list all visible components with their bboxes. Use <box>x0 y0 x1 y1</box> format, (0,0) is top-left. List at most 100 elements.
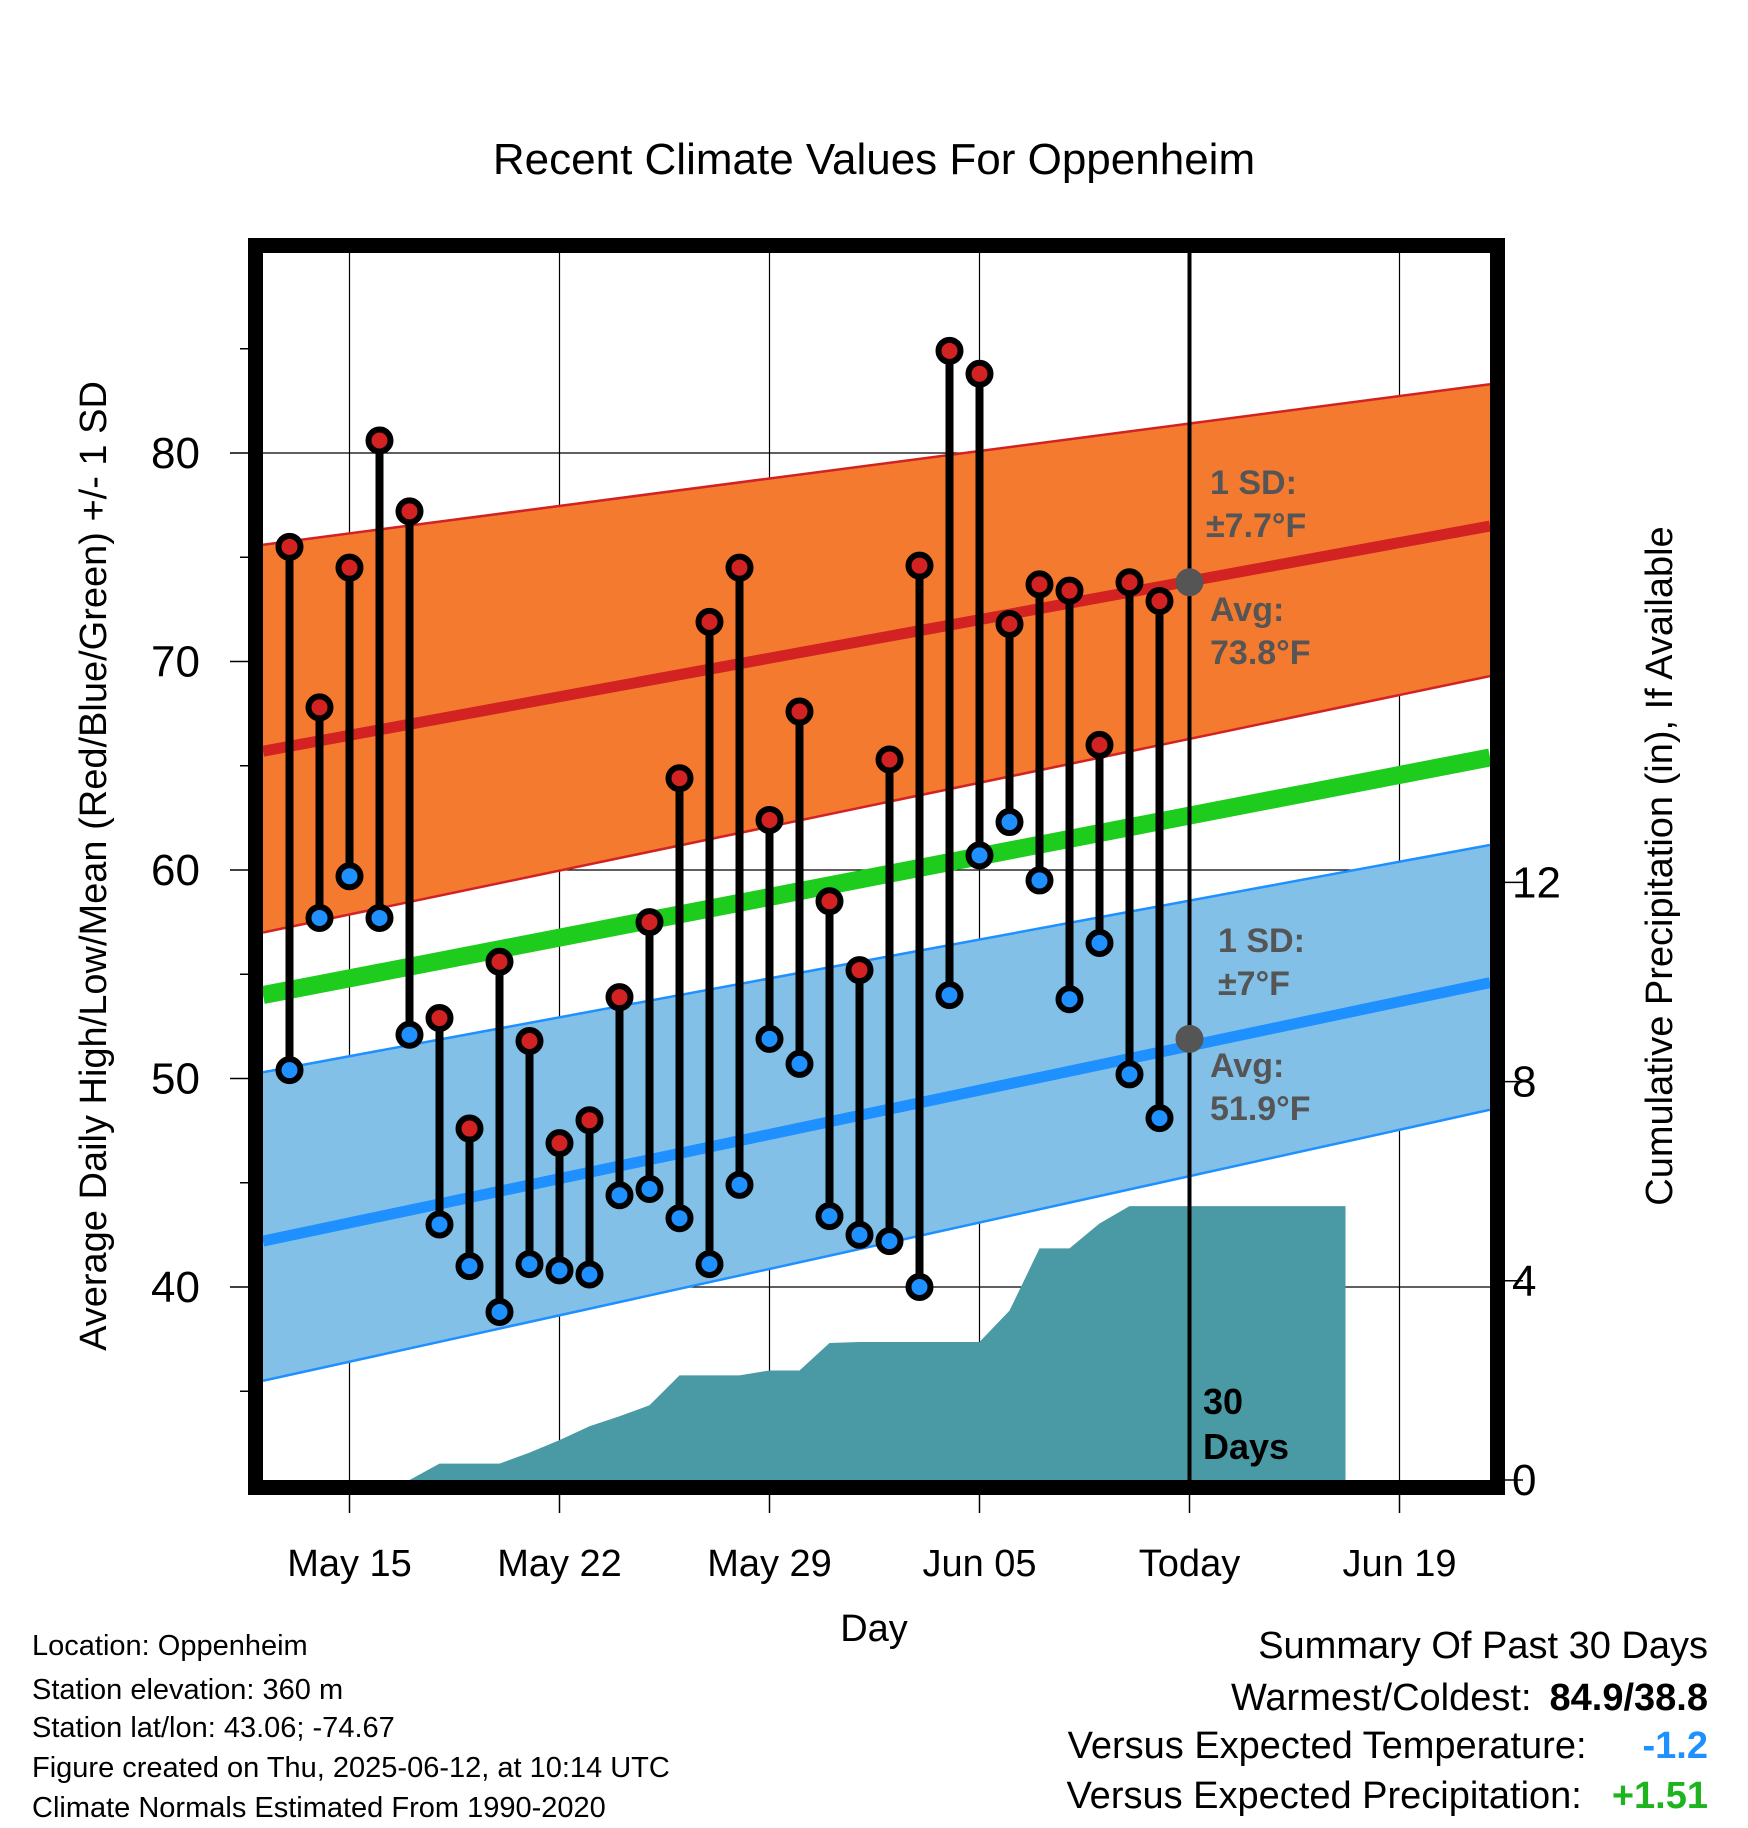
info-created: Figure created on Thu, 2025-06-12, at 10… <box>32 1752 670 1784</box>
daily-high-dot <box>365 426 394 455</box>
high-average-line <box>263 520 1490 757</box>
y2-tick-label: 8 <box>1512 1058 1536 1107</box>
daily-high-dot <box>725 553 754 582</box>
observed-temperatures <box>275 253 1192 1480</box>
x-tick-label: May 29 <box>707 1543 832 1585</box>
low-sd-label: 1 SD: <box>1218 922 1305 960</box>
low-avg-today-marker <box>1175 1024 1204 1053</box>
daily-low-dot <box>785 1049 814 1078</box>
chart-title: Recent Climate Values For Oppenheim <box>493 135 1255 184</box>
x-tick-label: May 15 <box>287 1543 412 1585</box>
y2-axis-label: Cumulative Precipitation (in), If Availa… <box>1639 526 1681 1205</box>
precipitation-layer <box>280 1206 1346 1480</box>
daily-low-dot <box>575 1260 604 1289</box>
daily-low-dot <box>965 841 994 870</box>
summary-title: Summary Of Past 30 Days <box>1258 1625 1708 1667</box>
mean-average-line <box>263 748 1490 1004</box>
daily-high-dot <box>1025 570 1054 599</box>
daily-low-dot <box>875 1227 904 1256</box>
daily-high-dot <box>575 1106 604 1135</box>
y-tick-label: 80 <box>151 429 200 478</box>
daily-high-dot <box>635 908 664 937</box>
normals-annotations: 1 SD: ±7.7°F Avg: 73.8°F 1 SD: ±7°F Avg: 51.9°F… <box>1175 464 1311 1467</box>
daily-low-dot <box>545 1256 574 1285</box>
daily-low-dot <box>905 1273 934 1301</box>
summary-precipitation: Versus Expected Precipitation: +1.51 <box>1066 1776 1708 1816</box>
daily-high-dot <box>425 1004 454 1033</box>
y-tick-label: 70 <box>151 638 200 687</box>
daily-low-dot <box>1025 866 1054 895</box>
info-elevation: Station elevation: 360 m <box>32 1674 344 1706</box>
daily-low-dot <box>1115 1060 1144 1089</box>
y-tick-label: 60 <box>151 846 200 895</box>
high-avg-value: 73.8°F <box>1210 634 1311 672</box>
daily-high-dot <box>875 745 904 774</box>
precipitation-area <box>280 1206 1346 1480</box>
today-days-word: Days <box>1203 1426 1289 1467</box>
daily-high-dot <box>935 336 964 365</box>
daily-low-dot <box>845 1220 874 1249</box>
daily-high-dot <box>695 607 724 636</box>
summary-warm-cold: Warmest/Coldest: 84.9/38.8 <box>1231 1678 1708 1718</box>
daily-low-dot <box>1145 1104 1174 1133</box>
high-avg-today-marker <box>1175 568 1204 597</box>
x-tick-label: Jun 05 <box>922 1543 1036 1585</box>
warm-cold-label: Warmest/Coldest: <box>1230 1677 1532 1719</box>
info-latlon: Station lat/lon: 43.06; -74.67 <box>32 1712 395 1744</box>
plot-frame <box>248 238 1505 1495</box>
daily-high-dot <box>1115 568 1144 597</box>
daily-low-dot <box>605 1181 634 1210</box>
daily-high-dot <box>815 887 844 916</box>
daily-high-dot <box>1145 587 1174 616</box>
high-sd-band-upper-edge <box>263 382 1490 546</box>
daily-high-dot <box>1055 576 1084 605</box>
today-days-number: 30 <box>1203 1381 1243 1422</box>
precip-value: +1.51 <box>1611 1775 1708 1817</box>
normal-bands <box>263 382 1490 1383</box>
daily-low-dot <box>635 1175 664 1204</box>
daily-high-dot <box>515 1026 544 1055</box>
daily-low-dot <box>665 1204 694 1233</box>
daily-low-dot <box>275 1056 304 1085</box>
daily-high-dot <box>965 359 994 388</box>
daily-high-dot <box>395 497 424 526</box>
high-sd-band <box>263 384 1490 933</box>
high-sd-label: 1 SD: <box>1210 464 1297 502</box>
daily-high-dot <box>605 983 634 1012</box>
daily-high-dot <box>335 553 364 582</box>
daily-low-dot <box>1085 928 1114 957</box>
low-avg-label: Avg: <box>1210 1047 1284 1085</box>
x-tick-label: Jun 19 <box>1342 1543 1456 1585</box>
daily-high-dot <box>905 551 934 580</box>
daily-low-dot <box>935 981 964 1010</box>
daily-high-dot <box>755 805 784 834</box>
precip-label: Versus Expected Precipitation: <box>1066 1775 1582 1817</box>
daily-high-dot <box>1085 730 1114 759</box>
low-avg-value: 51.9°F <box>1210 1090 1311 1128</box>
daily-low-dot <box>365 903 394 932</box>
daily-low-dot <box>725 1170 754 1199</box>
daily-low-dot <box>455 1252 484 1281</box>
temp-value: -1.2 <box>1642 1725 1708 1767</box>
y2-tick-label: 0 <box>1512 1456 1536 1505</box>
y-axis-label: Average Daily High/Low/Mean (Red/Blue/Gr… <box>73 381 115 1351</box>
low-sd-value: ±7°F <box>1218 965 1290 1003</box>
y-tick-label: 40 <box>151 1263 200 1312</box>
daily-high-dot <box>665 764 694 793</box>
temp-label: Versus Expected Temperature: <box>1067 1725 1587 1767</box>
low-sd-band-upper-edge <box>263 843 1490 1074</box>
daily-low-dot <box>815 1202 844 1231</box>
daily-low-dot <box>395 1020 424 1049</box>
high-avg-label: Avg: <box>1210 591 1284 629</box>
daily-low-dot <box>485 1298 514 1327</box>
daily-high-dot <box>995 609 1024 638</box>
daily-low-dot <box>305 903 334 932</box>
y2-tick-label: 12 <box>1512 858 1561 907</box>
y-tick-label: 50 <box>151 1055 200 1104</box>
x-axis-label: Day <box>840 1608 908 1650</box>
daily-high-dot <box>785 697 814 726</box>
x-tick-label: May 22 <box>497 1543 622 1585</box>
daily-low-dot <box>695 1250 724 1279</box>
daily-high-dot <box>845 956 874 985</box>
